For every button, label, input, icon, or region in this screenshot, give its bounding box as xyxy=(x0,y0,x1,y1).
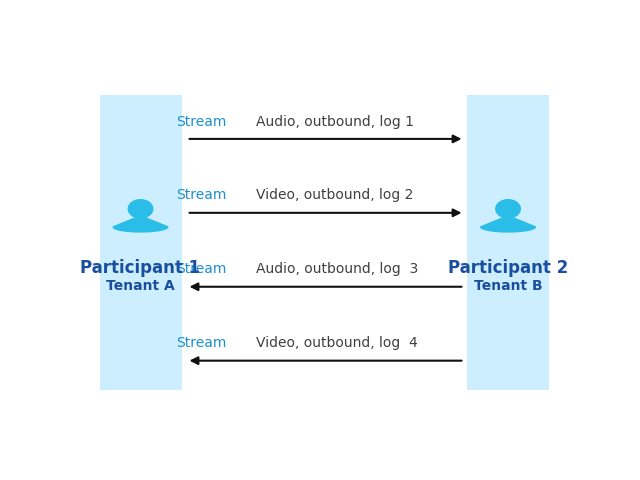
Circle shape xyxy=(128,200,153,218)
Text: Stream: Stream xyxy=(176,189,227,203)
Polygon shape xyxy=(481,213,536,232)
Text: Participant 2: Participant 2 xyxy=(448,259,568,277)
Text: Stream: Stream xyxy=(176,115,227,129)
Text: Stream: Stream xyxy=(176,263,227,276)
Text: Audio, outbound, log  3: Audio, outbound, log 3 xyxy=(256,263,419,276)
Text: Tenant A: Tenant A xyxy=(106,279,175,293)
Circle shape xyxy=(496,200,520,218)
Text: Video, outbound, log  4: Video, outbound, log 4 xyxy=(256,336,418,350)
Bar xyxy=(100,95,182,390)
Text: Tenant B: Tenant B xyxy=(474,279,542,293)
Text: Audio, outbound, log 1: Audio, outbound, log 1 xyxy=(256,115,414,129)
Polygon shape xyxy=(113,213,168,232)
Text: Participant 1: Participant 1 xyxy=(81,259,200,277)
Text: Video, outbound, log 2: Video, outbound, log 2 xyxy=(256,189,413,203)
Text: Stream: Stream xyxy=(176,336,227,350)
Bar xyxy=(467,95,548,390)
